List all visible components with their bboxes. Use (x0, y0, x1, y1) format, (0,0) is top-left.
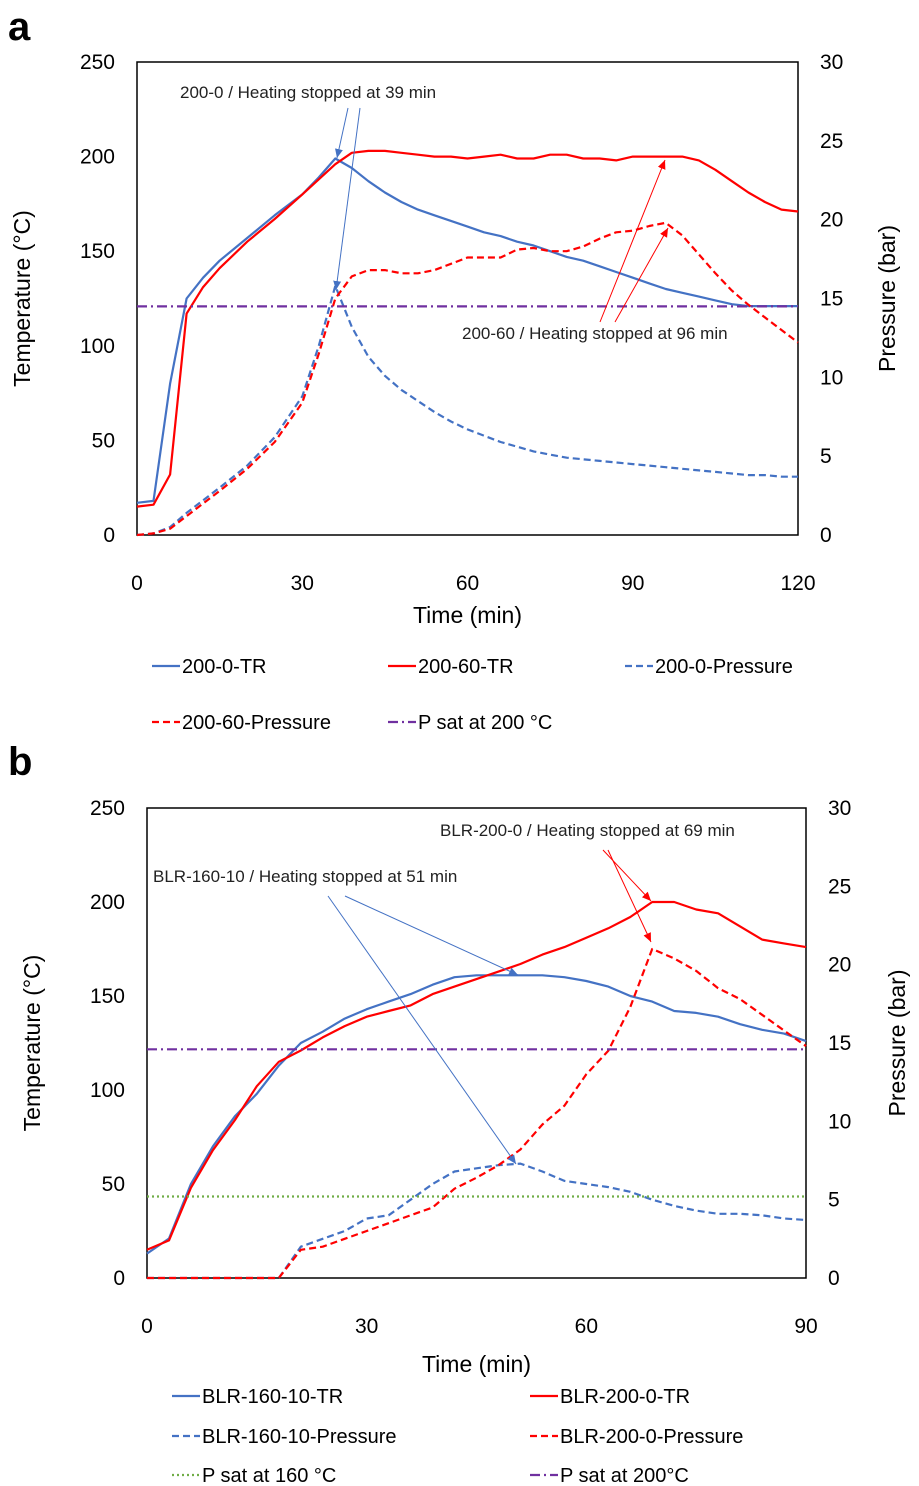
annotation-arrow (602, 849, 652, 902)
legend-entry: BLR-160-10-Pressure (202, 1426, 397, 1448)
y-left-tick-label: 250 (80, 51, 115, 74)
y-left-axis-label: Temperature (°C) (19, 955, 45, 1132)
chart-b: 0 30 60 90 0 50 100 150 200 250 0 5 10 15 20 25 30 Time (… (19, 797, 910, 1486)
annotation-text: 200-0 / Heating stopped at 39 min (180, 83, 436, 102)
y-right-axis-label: Pressure (bar) (874, 225, 900, 372)
series-line-blr-200-0-tr (146, 900, 807, 1251)
x-tick-label: 0 (131, 572, 143, 595)
y-left-tick-label: 250 (90, 797, 125, 820)
annotation-arrow (599, 159, 666, 323)
y-right-tick-label: 30 (820, 51, 843, 74)
annotation-arrow (344, 895, 519, 976)
y-right-tick-label: 15 (828, 1032, 851, 1055)
annotation-text: 200-60 / Heating stopped at 96 min (462, 324, 728, 343)
y-right-tick-label: 10 (820, 366, 843, 389)
series-line-200-0-pressure (136, 284, 798, 537)
series-line-blr-160-10-pressure (147, 1162, 807, 1280)
y-left-tick-label: 200 (90, 891, 125, 914)
legend-entry: 200-0-Pressure (655, 656, 793, 678)
panel-a-label: a (8, 5, 31, 49)
plot-frame (136, 61, 799, 536)
legend-entry: BLR-200-0-Pressure (560, 1426, 743, 1448)
y-right-tick-label: 0 (820, 524, 832, 547)
y-left-tick-label: 50 (92, 429, 115, 452)
y-left-tick-label: 150 (90, 985, 125, 1008)
y-right-tick-label: 5 (820, 445, 832, 468)
plot-frame (146, 807, 807, 1279)
panel-b-label: b (8, 740, 32, 784)
annotation-text: BLR-200-0 / Heating stopped at 69 min (440, 821, 735, 840)
y-left-tick-label: 0 (103, 524, 115, 547)
series-line-blr-160-10-tr (146, 974, 807, 1255)
y-right-tick-label: 15 (820, 288, 843, 311)
x-tick-label: 60 (575, 1315, 598, 1338)
annotation-arrow (335, 107, 349, 159)
y-left-tick-label: 0 (113, 1267, 125, 1290)
x-tick-label: 90 (621, 572, 644, 595)
annotation-arrow (327, 895, 517, 1165)
legend-entry: BLR-160-10-TR (202, 1386, 343, 1408)
y-left-axis-label: Temperature (°C) (9, 210, 35, 387)
y-right-tick-label: 10 (828, 1110, 851, 1133)
y-left-tick-label: 100 (90, 1079, 125, 1102)
annotation-arrow (614, 227, 669, 323)
legend-entry: P sat at 160 °C (202, 1465, 336, 1486)
legend-entry: 200-60-TR (418, 656, 514, 678)
legend-entry: P sat at 200 °C (418, 712, 552, 734)
x-tick-label: 0 (141, 1315, 153, 1338)
y-left-tick-label: 150 (80, 240, 115, 263)
series-line-200-60-pressure (136, 221, 799, 537)
y-left-tick-label: 50 (102, 1173, 125, 1196)
x-tick-label: 30 (291, 572, 314, 595)
chart-a: 0 30 60 90 120 0 50 100 150 200 250 0 5 10 15 20 25 30 Tim… (9, 51, 900, 734)
annotation-arrow (607, 849, 652, 943)
x-tick-label: 30 (355, 1315, 378, 1338)
x-tick-label: 60 (456, 572, 479, 595)
series-line-200-60-tr (136, 149, 799, 508)
series-line-blr-200-0-pressure (147, 947, 807, 1280)
y-right-tick-label: 25 (828, 875, 851, 898)
legend-entry: BLR-200-0-TR (560, 1386, 690, 1408)
x-axis-label: Time (min) (422, 1351, 531, 1377)
legend-entry: P sat at 200°C (560, 1465, 689, 1486)
y-right-tick-label: 5 (828, 1189, 840, 1212)
y-left-tick-label: 100 (80, 335, 115, 358)
legend-entry: 200-0-TR (182, 656, 266, 678)
y-right-tick-label: 25 (820, 130, 843, 153)
y-right-tick-label: 0 (828, 1267, 840, 1290)
y-left-tick-label: 200 (80, 146, 115, 169)
x-tick-label: 120 (780, 572, 815, 595)
annotation-arrow (333, 107, 361, 291)
annotation-text: BLR-160-10 / Heating stopped at 51 min (153, 867, 457, 886)
y-right-axis-label: Pressure (bar) (884, 970, 910, 1117)
x-tick-label: 90 (794, 1315, 817, 1338)
series-line-200-0-tr (136, 157, 798, 504)
y-right-tick-label: 30 (828, 797, 851, 820)
x-axis-label: Time (min) (413, 602, 522, 628)
y-right-tick-label: 20 (828, 954, 851, 977)
legend-entry: 200-60-Pressure (182, 712, 331, 734)
y-right-tick-label: 20 (820, 209, 843, 232)
